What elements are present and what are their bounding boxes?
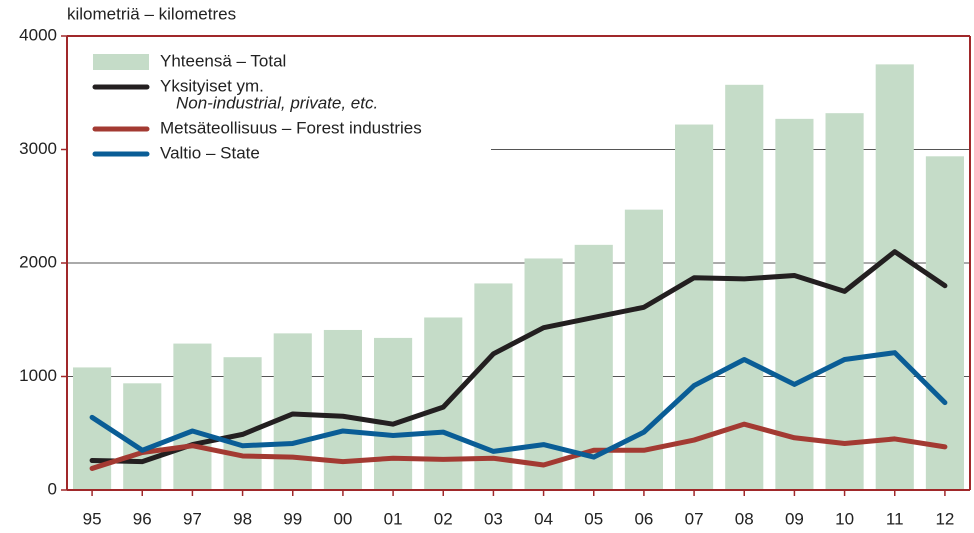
y-tick-label: 0 bbox=[48, 479, 57, 498]
x-tick-label: 08 bbox=[735, 509, 754, 528]
x-tick-label: 11 bbox=[886, 509, 904, 528]
bar bbox=[173, 343, 212, 490]
legend-swatch bbox=[93, 54, 149, 70]
y-tick-label: 1000 bbox=[19, 366, 57, 385]
legend-label: Non-industrial, private, etc. bbox=[176, 93, 378, 112]
bar bbox=[374, 337, 413, 490]
y-axis-label: kilometriä – kilometres bbox=[67, 4, 236, 23]
bar bbox=[925, 156, 964, 490]
x-tick-label: 97 bbox=[183, 509, 202, 528]
y-tick-label: 2000 bbox=[19, 252, 57, 271]
bar bbox=[875, 64, 914, 490]
bar bbox=[474, 283, 513, 490]
legend-label: Valtio – State bbox=[160, 143, 260, 162]
x-tick-label: 00 bbox=[333, 509, 352, 528]
x-tick-label: 95 bbox=[83, 509, 102, 528]
x-tick-label: 03 bbox=[484, 509, 503, 528]
line-series bbox=[89, 421, 948, 471]
legend-label: Yksityiset ym. bbox=[160, 76, 264, 95]
x-tick-label: 98 bbox=[233, 509, 252, 528]
y-tick-label: 4000 bbox=[19, 25, 57, 44]
legend-label: Yhteensä – Total bbox=[160, 51, 286, 70]
bar bbox=[524, 258, 563, 490]
bar bbox=[825, 113, 864, 491]
x-tick-label: 07 bbox=[685, 509, 704, 528]
y-tick-label: 3000 bbox=[19, 139, 57, 158]
line-series bbox=[89, 350, 948, 460]
x-tick-label: 96 bbox=[133, 509, 152, 528]
line-series bbox=[89, 249, 948, 465]
bar bbox=[624, 209, 663, 490]
x-tick-label: 04 bbox=[534, 509, 553, 528]
x-tick-label: 06 bbox=[634, 509, 653, 528]
x-tick-label: 10 bbox=[835, 509, 854, 528]
bar bbox=[323, 329, 362, 490]
x-tick-label: 99 bbox=[283, 509, 302, 528]
x-tick-label: 12 bbox=[935, 509, 954, 528]
x-tick-label: 09 bbox=[785, 509, 804, 528]
bar bbox=[675, 124, 714, 490]
bar bbox=[775, 118, 814, 490]
x-tick-label: 01 bbox=[384, 509, 403, 528]
legend-label: Metsäteollisuus – Forest industries bbox=[160, 118, 422, 137]
x-tick-label: 05 bbox=[584, 509, 603, 528]
bar bbox=[123, 383, 162, 490]
x-tick-label: 02 bbox=[434, 509, 453, 528]
bar bbox=[223, 357, 262, 490]
